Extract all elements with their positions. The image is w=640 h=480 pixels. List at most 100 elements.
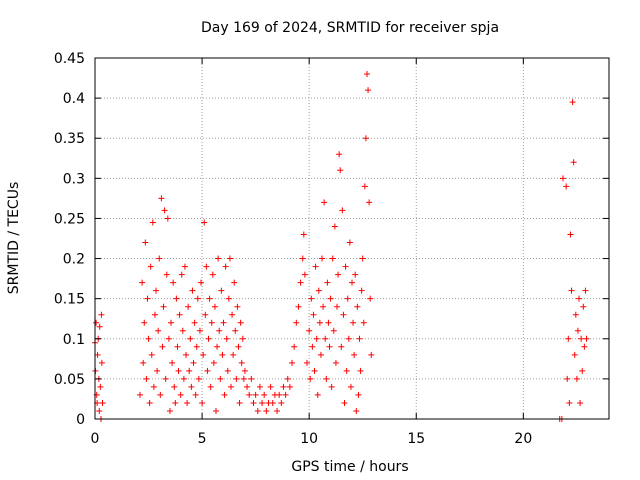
data-point	[363, 71, 370, 78]
data-point	[581, 343, 588, 350]
data-point	[324, 279, 331, 286]
data-point	[267, 383, 274, 390]
data-point	[220, 319, 227, 326]
data-point	[97, 383, 104, 390]
data-point	[144, 295, 151, 302]
data-point	[297, 279, 304, 286]
data-point	[582, 287, 589, 294]
data-point	[223, 335, 230, 342]
data-point	[176, 311, 183, 318]
data-point	[98, 311, 105, 318]
y-tick-label: 0.25	[54, 211, 85, 227]
y-tick-label: 0.4	[63, 91, 85, 107]
data-point	[286, 383, 293, 390]
data-point	[219, 351, 226, 358]
data-point	[189, 287, 196, 294]
data-point	[356, 335, 363, 342]
data-point	[320, 303, 327, 310]
data-point	[142, 239, 149, 246]
data-point	[215, 255, 222, 262]
data-point	[213, 407, 220, 414]
data-point	[227, 383, 234, 390]
data-point	[217, 375, 224, 382]
data-point	[164, 215, 171, 222]
data-point	[295, 303, 302, 310]
data-point	[235, 343, 242, 350]
data-point	[175, 367, 182, 374]
data-point	[336, 151, 343, 158]
y-tick-label: 0	[76, 412, 85, 428]
data-point	[162, 375, 169, 382]
data-point	[161, 207, 168, 214]
data-point	[289, 359, 296, 366]
data-point	[155, 327, 162, 334]
data-point	[156, 255, 163, 262]
data-point	[361, 183, 368, 190]
data-point	[225, 295, 232, 302]
data-point	[150, 383, 157, 390]
data-point	[360, 319, 367, 326]
plot-frame	[94, 57, 610, 420]
data-point	[321, 199, 328, 206]
data-point	[165, 335, 172, 342]
data-point	[355, 391, 362, 398]
y-tick-label: 0.45	[54, 51, 85, 67]
data-point	[261, 391, 268, 398]
y-tick-label: 0.15	[54, 292, 85, 308]
data-point	[583, 335, 590, 342]
data-point	[195, 375, 202, 382]
data-point	[366, 199, 373, 206]
x-tick-label: 0	[91, 431, 100, 447]
data-point	[198, 279, 205, 286]
data-point	[284, 375, 291, 382]
data-point	[570, 159, 577, 166]
data-point	[93, 319, 100, 326]
data-point	[193, 343, 200, 350]
data-point	[351, 351, 358, 358]
y-tick-layer: 0 0.05 0.1 0.15 0.2 0.25 0.3 0.35 0.4 0.45	[54, 51, 609, 428]
data-point	[300, 231, 307, 238]
data-point	[191, 319, 198, 326]
data-point	[187, 335, 194, 342]
data-point	[345, 335, 352, 342]
data-point	[211, 303, 218, 310]
data-point	[572, 311, 579, 318]
data-point	[230, 351, 237, 358]
data-point	[327, 295, 334, 302]
data-point	[190, 359, 197, 366]
data-point	[186, 367, 193, 374]
data-point	[140, 359, 147, 366]
data-point	[188, 383, 195, 390]
data-point	[136, 391, 143, 398]
data-point	[254, 407, 261, 414]
data-point	[233, 375, 240, 382]
data-point	[307, 375, 314, 382]
data-point	[151, 311, 158, 318]
data-point	[170, 279, 177, 286]
data-point	[353, 407, 360, 414]
y-tick-label: 0.3	[63, 171, 85, 187]
data-point	[564, 375, 571, 382]
data-point	[209, 271, 216, 278]
data-point	[310, 311, 317, 318]
data-point	[224, 367, 231, 374]
data-point	[312, 263, 319, 270]
data-point	[577, 399, 584, 406]
data-point	[291, 343, 298, 350]
data-point	[183, 351, 190, 358]
data-point	[314, 391, 321, 398]
data-point	[580, 303, 587, 310]
data-point	[331, 223, 338, 230]
y-axis-label: SRMTID / TECUs	[6, 182, 22, 295]
data-point	[231, 279, 238, 286]
data-point	[160, 303, 167, 310]
data-point	[576, 295, 583, 302]
x-tick-label: 20	[514, 431, 532, 447]
x-tick-layer: 0 5 10 15 20	[91, 58, 532, 447]
data-point	[578, 335, 585, 342]
data-point	[98, 359, 105, 366]
data-point	[571, 351, 578, 358]
data-point	[263, 407, 270, 414]
data-point	[357, 367, 364, 374]
data-point	[141, 319, 148, 326]
